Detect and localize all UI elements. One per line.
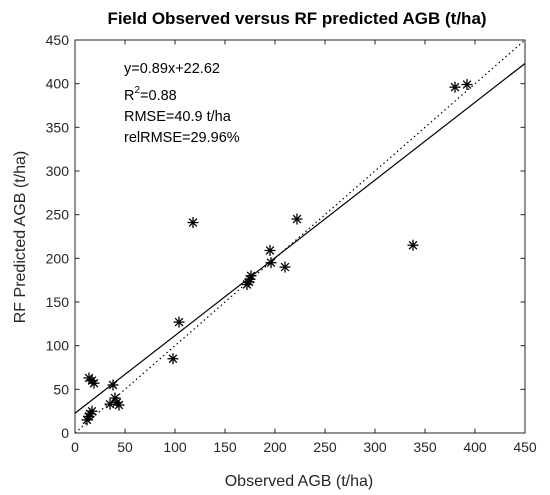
x-tick-label: 400: [463, 439, 487, 455]
x-tick-label: 300: [363, 439, 387, 455]
y-tick-label: 350: [46, 119, 70, 135]
y-tick-label: 50: [53, 381, 69, 397]
data-point: [173, 316, 185, 328]
y-tick-label: 100: [46, 338, 70, 354]
data-point: [86, 405, 98, 417]
regression-equation: y=0.89x+22.62: [124, 61, 220, 77]
x-axis-label: Observed AGB (t/ha): [225, 473, 374, 490]
r-squared-superscript: 2: [134, 85, 140, 96]
y-axis-label: RF Predicted AGB (t/ha): [12, 151, 29, 324]
r-squared: R2=0.88: [124, 85, 177, 104]
one-to-one-line: [74, 39, 526, 434]
data-point: [279, 261, 291, 273]
data-point: [187, 217, 199, 229]
y-tick-label: 400: [46, 76, 70, 92]
line-layer: [74, 39, 526, 434]
x-tick-label: 0: [71, 439, 79, 455]
y-tick-label: 0: [61, 425, 69, 441]
r-squared-value: =0.88: [140, 88, 177, 104]
data-point: [245, 270, 257, 282]
x-tick-label: 100: [163, 439, 187, 455]
y-tick-label: 150: [46, 294, 70, 310]
data-point: [291, 213, 303, 225]
data-point: [264, 244, 276, 256]
data-point: [81, 414, 93, 426]
point-layer: [81, 79, 473, 426]
rel-rmse: relRMSE=29.96%: [124, 130, 240, 146]
data-point: [88, 377, 100, 389]
data-point: [449, 81, 461, 93]
data-point: [265, 257, 277, 269]
data-point: [407, 239, 419, 251]
plot-area: 0 50 100 150 200 250 300 350 400 450 0 50 100 150 200 2…: [46, 32, 537, 455]
x-tick-label: 350: [413, 439, 437, 455]
x-tick-label: 150: [213, 439, 237, 455]
rmse: RMSE=40.9 t/ha: [124, 109, 232, 125]
y-tick-label: 450: [46, 32, 70, 48]
data-point: [461, 79, 473, 91]
y-tick-label: 300: [46, 163, 70, 179]
chart-title: Field Observed versus RF predicted AGB (…: [107, 9, 486, 28]
x-tick-label: 50: [117, 439, 133, 455]
data-point: [107, 379, 119, 391]
x-tick-label: 450: [513, 439, 537, 455]
tick-layer: 0 50 100 150 200 250 300 350 400 450 0 50 100 150 200 2…: [46, 32, 537, 455]
data-point: [113, 399, 125, 411]
stats-annotation: y=0.89x+22.62 R2=0.88 RMSE=40.9 t/ha rel…: [124, 61, 240, 146]
y-tick-label: 250: [46, 207, 70, 223]
r-squared-prefix: R: [124, 88, 134, 104]
x-tick-label: 250: [313, 439, 337, 455]
regression-line: [74, 63, 526, 414]
x-tick-label: 200: [263, 439, 287, 455]
data-point: [104, 398, 116, 410]
data-point: [167, 353, 179, 365]
y-tick-label: 200: [46, 250, 70, 266]
